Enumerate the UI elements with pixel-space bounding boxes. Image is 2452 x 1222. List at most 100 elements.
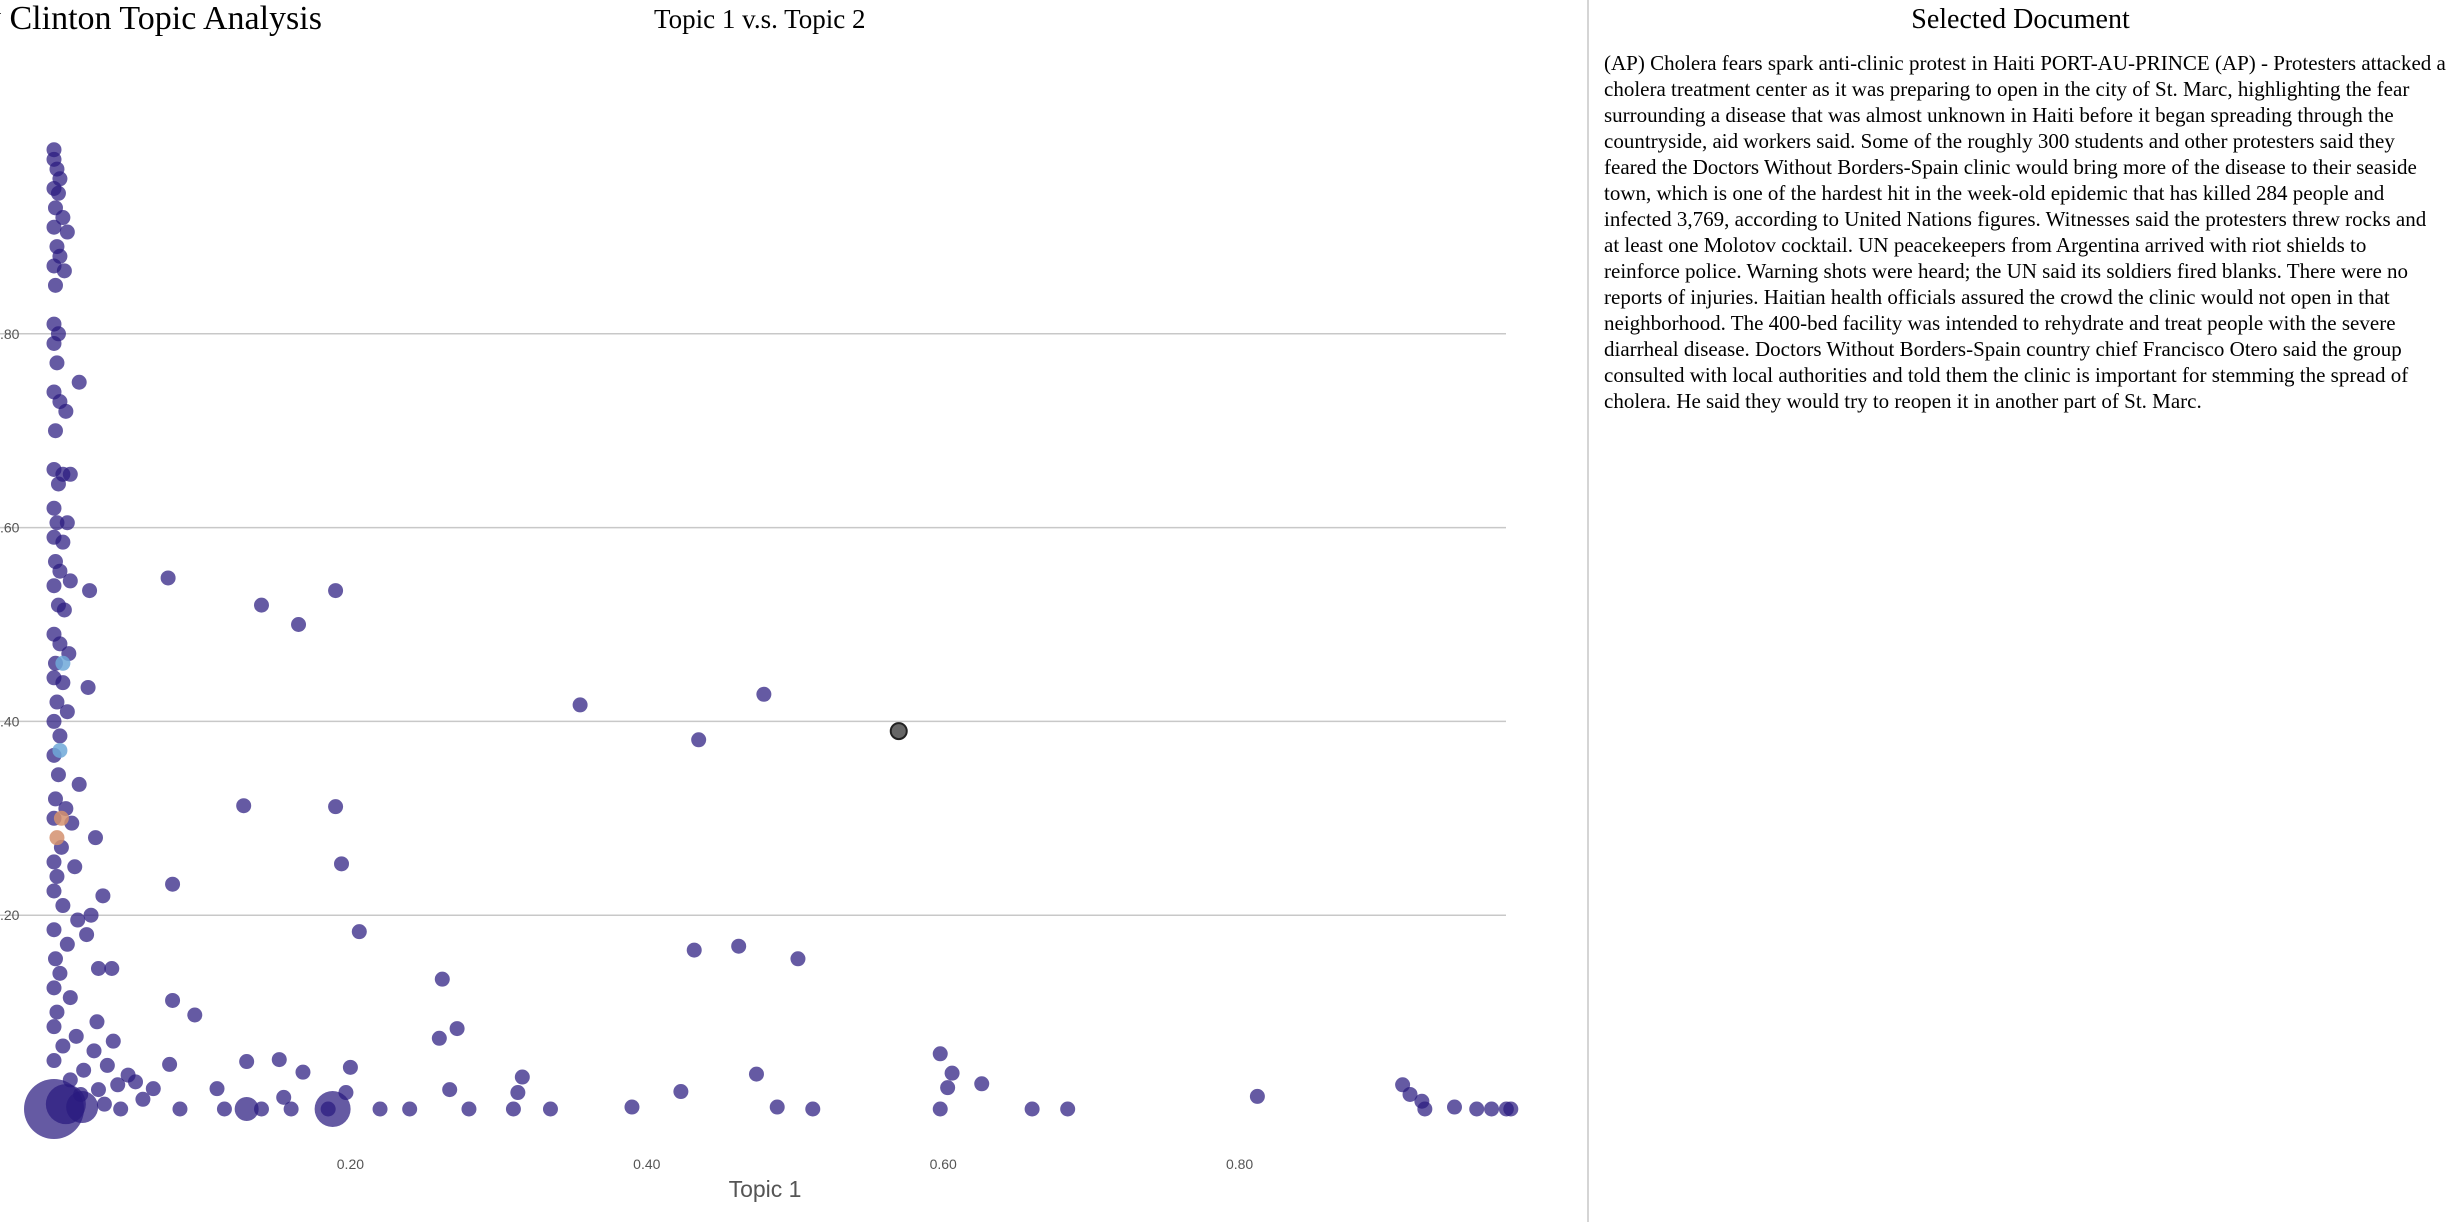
data-point[interactable]	[320, 1101, 336, 1117]
data-point[interactable]	[59, 936, 75, 952]
data-point[interactable]	[82, 583, 98, 599]
data-point[interactable]	[55, 675, 71, 691]
data-point[interactable]	[756, 686, 772, 702]
data-point[interactable]	[96, 1096, 112, 1112]
data-point[interactable]	[431, 1030, 447, 1046]
data-point[interactable]	[58, 403, 74, 419]
data-point[interactable]	[145, 1081, 161, 1097]
data-point[interactable]	[90, 1082, 106, 1098]
data-point[interactable]	[940, 1080, 956, 1096]
data-point[interactable]	[46, 922, 62, 938]
data-point[interactable]	[56, 263, 72, 279]
data-point-highlighted[interactable]	[53, 810, 69, 826]
data-point[interactable]	[449, 1021, 465, 1037]
data-points[interactable]	[24, 142, 1519, 1139]
data-point[interactable]	[234, 1097, 259, 1121]
data-point[interactable]	[46, 1053, 62, 1069]
data-point[interactable]	[505, 1101, 521, 1117]
data-point[interactable]	[291, 617, 307, 632]
data-point[interactable]	[55, 534, 71, 550]
data-point[interactable]	[805, 1101, 821, 1117]
data-point[interactable]	[295, 1064, 311, 1080]
data-point[interactable]	[691, 732, 707, 748]
data-point[interactable]	[165, 876, 181, 892]
data-point[interactable]	[99, 1057, 115, 1073]
data-point[interactable]	[87, 830, 103, 846]
data-point[interactable]	[46, 883, 62, 899]
data-point[interactable]	[932, 1046, 948, 1062]
data-point[interactable]	[135, 1091, 151, 1107]
data-point[interactable]	[90, 960, 106, 976]
data-point[interactable]	[47, 277, 63, 293]
data-point[interactable]	[187, 1007, 203, 1023]
data-point[interactable]	[47, 951, 63, 967]
data-point[interactable]	[59, 704, 75, 720]
data-point[interactable]	[253, 1101, 269, 1117]
data-point[interactable]	[236, 798, 252, 814]
data-point[interactable]	[71, 374, 87, 390]
data-point[interactable]	[442, 1082, 458, 1098]
data-point[interactable]	[46, 578, 62, 594]
data-point[interactable]	[253, 597, 269, 613]
data-point[interactable]	[283, 1101, 299, 1117]
data-point[interactable]	[79, 927, 95, 943]
data-point[interactable]	[572, 697, 588, 713]
data-point[interactable]	[55, 210, 71, 226]
data-point[interactable]	[49, 868, 65, 884]
data-point[interactable]	[50, 476, 66, 492]
data-point[interactable]	[1484, 1101, 1500, 1117]
data-point[interactable]	[71, 776, 87, 792]
data-point[interactable]	[52, 563, 68, 579]
data-point[interactable]	[338, 1085, 354, 1101]
data-point[interactable]	[49, 1004, 65, 1020]
data-point[interactable]	[944, 1065, 960, 1081]
data-point[interactable]	[328, 799, 344, 815]
data-point[interactable]	[62, 573, 78, 589]
data-point[interactable]	[1249, 1088, 1265, 1104]
data-point[interactable]	[328, 583, 344, 599]
data-point[interactable]	[59, 224, 75, 240]
data-point[interactable]	[542, 1101, 558, 1117]
data-point[interactable]	[748, 1066, 764, 1082]
data-point[interactable]	[55, 1038, 71, 1054]
data-point[interactable]	[49, 694, 65, 710]
data-point-highlighted[interactable]	[49, 830, 65, 846]
data-point[interactable]	[162, 1056, 178, 1072]
data-point[interactable]	[46, 854, 62, 870]
data-point[interactable]	[95, 888, 111, 904]
data-point[interactable]	[62, 466, 78, 482]
data-point[interactable]	[731, 938, 747, 954]
data-point[interactable]	[80, 679, 96, 695]
data-point[interactable]	[46, 980, 62, 996]
data-point[interactable]	[334, 856, 350, 872]
data-point[interactable]	[209, 1081, 225, 1097]
data-point[interactable]	[73, 1086, 89, 1102]
data-point[interactable]	[1446, 1099, 1462, 1115]
data-point[interactable]	[52, 965, 68, 981]
data-point[interactable]	[62, 1072, 78, 1088]
data-point[interactable]	[1469, 1101, 1485, 1117]
data-point[interactable]	[46, 219, 62, 235]
data-point[interactable]	[55, 898, 71, 914]
data-point[interactable]	[216, 1101, 232, 1117]
data-point[interactable]	[56, 602, 72, 618]
data-point-highlighted[interactable]	[55, 655, 71, 671]
data-point-highlighted[interactable]	[52, 742, 68, 758]
data-point[interactable]	[49, 355, 65, 371]
data-point[interactable]	[165, 992, 181, 1008]
data-point[interactable]	[673, 1084, 689, 1100]
data-point[interactable]	[47, 791, 63, 807]
data-point[interactable]	[52, 636, 68, 652]
selected-data-point[interactable]	[889, 722, 908, 741]
data-point[interactable]	[67, 859, 83, 875]
data-point[interactable]	[239, 1054, 255, 1070]
data-point[interactable]	[510, 1085, 526, 1101]
data-point[interactable]	[68, 1028, 84, 1044]
data-point[interactable]	[59, 515, 75, 531]
data-point[interactable]	[113, 1101, 129, 1117]
data-point[interactable]	[172, 1101, 188, 1117]
data-point[interactable]	[46, 1019, 62, 1035]
data-point[interactable]	[70, 912, 86, 928]
data-point[interactable]	[351, 924, 367, 940]
data-point[interactable]	[52, 728, 68, 744]
